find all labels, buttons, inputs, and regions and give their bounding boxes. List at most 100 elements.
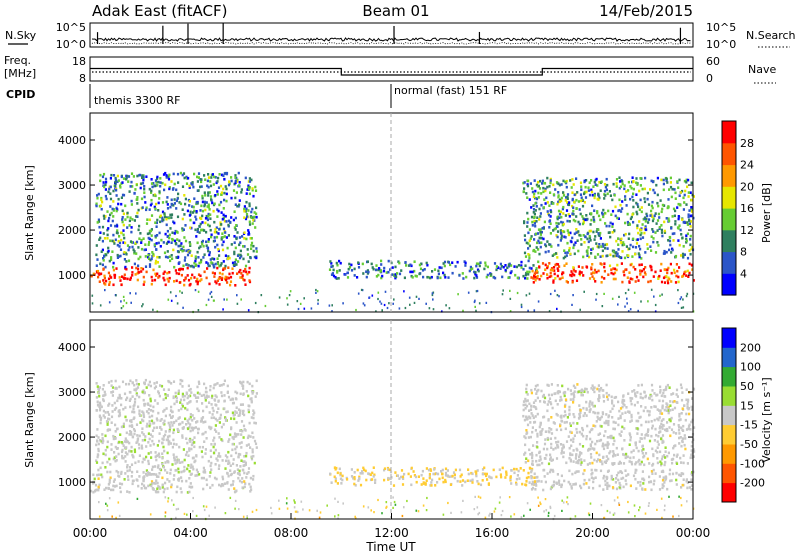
vel-cells-cell — [102, 452, 105, 456]
power-cells-cell — [207, 185, 210, 189]
power-cells-cell — [213, 202, 216, 206]
power-cells-cell — [224, 254, 227, 257]
power-cells-cell — [159, 181, 162, 184]
power-cells-cell — [621, 250, 624, 253]
power-cells-cell — [646, 214, 649, 218]
power-cells-cell — [169, 227, 172, 230]
power-cells-cell — [208, 251, 211, 254]
power-cells-cell — [548, 185, 551, 188]
vel-cells-cell — [413, 474, 416, 477]
power-cells-cell — [562, 222, 565, 226]
vel-cells-cell — [560, 485, 563, 489]
power-cells-cell — [368, 296, 371, 299]
vel-cells-cell — [452, 471, 456, 474]
vel-cells-cell — [133, 429, 136, 433]
power-cells-cell — [551, 254, 554, 257]
power-cells-cell — [143, 187, 146, 191]
power-cells-cell — [144, 248, 147, 251]
vel-cells-cell — [99, 407, 102, 410]
vel-cells-cell — [557, 446, 560, 449]
vel-cells-cell — [136, 497, 139, 500]
power-cells-cell — [112, 283, 115, 287]
vel-cells-cell — [615, 446, 618, 450]
power-cells-cell — [179, 290, 181, 293]
vel-cells-cell — [104, 434, 107, 438]
vel-cells-cell — [97, 447, 100, 451]
power-cells-cell — [557, 209, 561, 213]
vel-cells-cell — [196, 391, 199, 395]
vel-cells-cell — [530, 405, 533, 408]
power-cells-cell — [568, 215, 571, 218]
power-cells-cell — [234, 176, 237, 179]
vel-cells-cell — [690, 456, 693, 459]
power-cells-cell — [590, 267, 593, 271]
power-cells-cell — [663, 268, 666, 271]
vel-cells-cell — [98, 483, 101, 487]
vel-cells-cell — [547, 462, 551, 466]
vel-cells-cell — [372, 466, 375, 469]
vel-cells-cell — [209, 385, 212, 388]
vel-cells-cell — [174, 462, 177, 465]
power-cells-cell — [181, 249, 184, 253]
vel-cells-cell — [205, 505, 208, 508]
power-cells-cell — [240, 298, 242, 301]
power-cells-cell — [690, 247, 693, 251]
vel-cells-cell — [97, 388, 101, 392]
vel-cells-cell — [219, 413, 222, 417]
power-cells-cell — [222, 240, 225, 244]
vel-cells-cell — [682, 472, 685, 476]
power-cells-cell — [632, 220, 635, 224]
power-cells-cell — [658, 227, 661, 230]
power-cells-cell — [582, 234, 585, 237]
power-cells-cell — [254, 301, 257, 305]
vel-cells-cell — [664, 475, 667, 479]
power-cells-cell — [522, 274, 525, 278]
power-cells-cell — [437, 269, 440, 273]
vel-cells-cell — [237, 408, 241, 411]
power-cells-cell — [192, 205, 195, 209]
vel-cells-cell — [204, 399, 207, 402]
vel-cells-cell — [550, 459, 553, 462]
vel-cells-cell — [663, 481, 666, 484]
power-cells-cell — [154, 262, 157, 265]
vel-cells-cell — [230, 454, 233, 458]
vel-cells-cell — [167, 388, 170, 391]
power-cells-cell — [156, 177, 159, 180]
vel-cells-cell — [591, 384, 594, 387]
power-cells-cell — [606, 183, 609, 187]
power-cells-cell — [660, 178, 663, 182]
power-cells-cell — [297, 307, 300, 311]
power-cells-cell — [582, 220, 585, 223]
power-cells-cell — [205, 240, 208, 244]
vel-cells-cell — [657, 418, 660, 422]
vel-cells-cell — [615, 474, 619, 477]
power-cells-cell — [656, 241, 659, 244]
vel-cells-cell — [629, 484, 632, 488]
vel-cells-cell — [549, 458, 552, 461]
vel-cells-cell — [155, 490, 158, 494]
power-cells-cell — [165, 200, 168, 204]
vel-cells-cell — [458, 468, 462, 472]
vel-cells-cell — [527, 475, 530, 479]
power-cells-cell — [524, 276, 527, 280]
power-cells-cell — [432, 298, 434, 301]
vel-cells-cell — [300, 500, 303, 503]
vel-cells-cell — [147, 411, 150, 415]
power-cells-cell — [615, 178, 619, 181]
power-cells-cell — [121, 220, 124, 224]
power-cells-cell — [658, 226, 661, 229]
power-cells-cell — [157, 276, 160, 279]
power-cells-cell — [162, 272, 165, 275]
vel-cells-cell — [128, 424, 131, 428]
vel-cells-cell — [560, 452, 563, 455]
vel-cells-cell — [132, 455, 135, 458]
power-cells-cell — [609, 194, 612, 197]
vel-cells-cell — [591, 440, 594, 444]
vel-cells-cell — [238, 469, 241, 473]
power-cells-cell — [594, 255, 597, 259]
power-cells-cell — [615, 239, 618, 243]
vel-cells-cell — [510, 482, 513, 485]
vel-cells-cell — [90, 489, 93, 493]
vel-cells-cell — [157, 485, 160, 488]
vel-cells-cell — [374, 481, 377, 484]
